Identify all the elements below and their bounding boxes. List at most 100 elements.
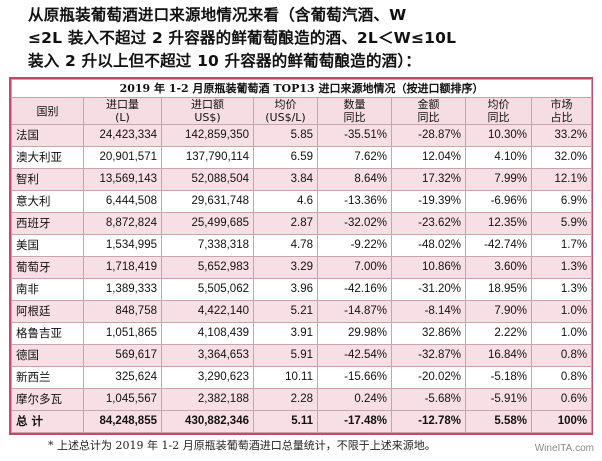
- cell-value: 7.90%: [465, 300, 532, 323]
- cell-value: 0.8%: [530, 344, 593, 367]
- cell-value: 25,499,685: [161, 212, 254, 235]
- cell-value: 12.1%: [530, 168, 593, 191]
- header-volume: 进口量 (L): [83, 97, 162, 125]
- cell-country: 阿根廷: [11, 300, 84, 323]
- table-row: 意大利 6,444,508 29,631,748 4.6 -13.36% -19.39% -…: [11, 190, 593, 213]
- cell-value: -6.96%: [465, 190, 532, 213]
- cell-value: -17.48%: [317, 410, 392, 433]
- cell-value: 5,652,983: [161, 256, 254, 279]
- table-row: 法国 24,423,334 142,859,350 5.85 -35.51% -28.87…: [11, 124, 593, 147]
- header-country: 国别: [11, 97, 84, 125]
- cell-value: 5.58%: [465, 410, 532, 433]
- cell-country: 智利: [11, 168, 84, 191]
- cell-value: 142,859,350: [161, 124, 254, 147]
- cell-country: 葡萄牙: [11, 256, 84, 279]
- cell-value: 0.8%: [530, 366, 593, 389]
- cell-value: 4,422,140: [161, 300, 254, 323]
- cell-country: 总 计: [11, 410, 84, 433]
- cell-value: 1.7%: [530, 234, 593, 257]
- cell-value: -13.36%: [317, 190, 392, 213]
- cell-value: 2,382,188: [161, 388, 254, 411]
- cell-value: 4,108,439: [161, 322, 254, 345]
- table-total-row: 总 计 84,248,855 430,882,346 5.11 -17.48% -12.7…: [11, 410, 593, 433]
- cell-country: 德国: [11, 344, 84, 367]
- cell-value: 7,338,318: [161, 234, 254, 257]
- table-body: 法国 24,423,334 142,859,350 5.85 -35.51% -28.87…: [11, 124, 593, 433]
- cell-value: 32.0%: [530, 146, 593, 169]
- cell-country: 新西兰: [11, 366, 84, 389]
- header-price-yoy: 均价 同比: [465, 97, 532, 125]
- cell-value: 10.30%: [465, 124, 532, 147]
- cell-value: 7.62%: [317, 146, 392, 169]
- cell-value: 32.86%: [391, 322, 466, 345]
- cell-value: -31.20%: [391, 278, 466, 301]
- cell-value: 5.85: [253, 124, 318, 147]
- table-row: 德国 569,617 3,364,653 5.91 -42.54% -32.87% 16.8…: [11, 344, 593, 367]
- cell-value: 84,248,855: [83, 410, 162, 433]
- cell-value: 3.60%: [465, 256, 532, 279]
- heading-line-3: 装入 2 升以上但不超过 10 升容器的鲜葡萄酿造的酒）：: [28, 52, 421, 70]
- cell-value: -35.51%: [317, 124, 392, 147]
- cell-value: -5.68%: [391, 388, 466, 411]
- cell-value: 5.9%: [530, 212, 593, 235]
- cell-value: 1,051,865: [83, 322, 162, 345]
- cell-value: 8,872,824: [83, 212, 162, 235]
- cell-value: 13,569,143: [83, 168, 162, 191]
- cell-value: 5,505,062: [161, 278, 254, 301]
- footnote: * 上述总计为 2019 年 1-2 月原瓶装葡萄酒进口总量统计，不限于上述来源…: [48, 439, 436, 452]
- cell-value: 12.35%: [465, 212, 532, 235]
- cell-value: 569,617: [83, 344, 162, 367]
- cell-value: 3.29: [253, 256, 318, 279]
- cell-value: -19.39%: [391, 190, 466, 213]
- cell-value: 0.24%: [317, 388, 392, 411]
- cell-value: 2.87: [253, 212, 318, 235]
- cell-value: 6.59: [253, 146, 318, 169]
- cell-value: 10.11: [253, 366, 318, 389]
- cell-value: 1.3%: [530, 278, 593, 301]
- cell-value: 1.3%: [530, 256, 593, 279]
- cell-value: 325,624: [83, 366, 162, 389]
- cell-value: 12.04%: [391, 146, 466, 169]
- cell-value: -15.66%: [317, 366, 392, 389]
- header-volume-yoy: 数量 同比: [317, 97, 392, 125]
- header-avg-price: 均价 (US$/L): [253, 97, 318, 125]
- table-header-row: 国别 进口量 (L) 进口额 US$) 均价 (US$/L) 数量 同比 金额 同比 均价…: [11, 97, 593, 125]
- cell-value: 2.22%: [465, 322, 532, 345]
- table-row: 阿根廷 848,758 4,422,140 5.21 -14.87% -8.14% 7.90…: [11, 300, 593, 323]
- cell-value: 7.99%: [465, 168, 532, 191]
- cell-value: -8.14%: [391, 300, 466, 323]
- import-table: 2019 年 1-2 月原瓶装葡萄酒 TOP13 进口来源地情况（按进口额排序）…: [10, 79, 593, 433]
- cell-country: 南非: [11, 278, 84, 301]
- cell-value: 1,045,567: [83, 388, 162, 411]
- cell-value: 20,901,571: [83, 146, 162, 169]
- cell-country: 澳大利亚: [11, 146, 84, 169]
- watermark-logo: WineITA.com: [534, 443, 594, 454]
- cell-country: 美国: [11, 234, 84, 257]
- cell-value: 52,088,504: [161, 168, 254, 191]
- cell-value: -42.54%: [317, 344, 392, 367]
- cell-value: -42.16%: [317, 278, 392, 301]
- cell-value: -32.87%: [391, 344, 466, 367]
- cell-value: 3,364,653: [161, 344, 254, 367]
- cell-value: 17.32%: [391, 168, 466, 191]
- table-row: 新西兰 325,624 3,290,623 10.11 -15.66% -20.02% -5…: [11, 366, 593, 389]
- cell-country: 摩尔多瓦: [11, 388, 84, 411]
- table-row: 格鲁吉亚 1,051,865 4,108,439 3.91 29.98% 32.86% 2.…: [11, 322, 593, 345]
- cell-value: -23.62%: [391, 212, 466, 235]
- cell-value: 1,534,995: [83, 234, 162, 257]
- cell-value: -42.74%: [465, 234, 532, 257]
- table-row: 澳大利亚 20,901,571 137,790,114 6.59 7.62% 12.04%…: [11, 146, 593, 169]
- cell-country: 格鲁吉亚: [11, 322, 84, 345]
- cell-value: 430,882,346: [161, 410, 254, 433]
- cell-value: 8.64%: [317, 168, 392, 191]
- cell-value: 5.11: [253, 410, 318, 433]
- cell-value: -14.87%: [317, 300, 392, 323]
- cell-value: -9.22%: [317, 234, 392, 257]
- cell-value: 3,290,623: [161, 366, 254, 389]
- heading-line-2: ≤2L 装入不超过 2 升容器的鲜葡萄酿造的酒、2L＜W≤10L: [28, 29, 457, 47]
- cell-value: -32.02%: [317, 212, 392, 235]
- cell-value: 4.10%: [465, 146, 532, 169]
- table-row: 南非 1,389,333 5,505,062 3.96 -42.16% -31.20% 18…: [11, 278, 593, 301]
- cell-value: -5.91%: [465, 388, 532, 411]
- cell-value: 4.6: [253, 190, 318, 213]
